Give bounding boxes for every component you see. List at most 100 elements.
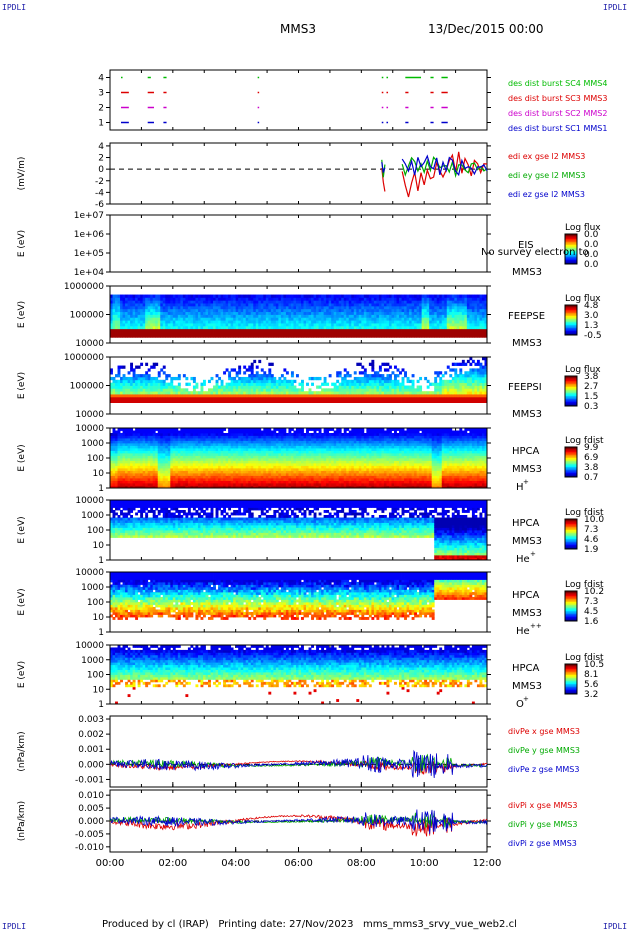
spectrogram-cell bbox=[346, 399, 350, 403]
spectrogram-cell bbox=[419, 308, 423, 313]
spectrogram-cell bbox=[142, 475, 146, 479]
spectrogram-cell bbox=[459, 388, 463, 392]
spectrogram-cell bbox=[263, 297, 267, 301]
spectrogram-cell bbox=[110, 445, 113, 449]
spectrogram-cell bbox=[120, 433, 123, 436]
spectrogram-cell bbox=[115, 430, 118, 434]
spectrogram-cell bbox=[235, 297, 239, 301]
spectrogram-cell bbox=[293, 325, 297, 330]
spectrogram-cell bbox=[125, 470, 128, 474]
spectrogram-cell bbox=[250, 382, 254, 386]
spectrogram-cell bbox=[135, 455, 139, 459]
spectrogram-cell bbox=[162, 334, 166, 338]
spectrogram-cell bbox=[190, 445, 194, 449]
spectrogram-cell bbox=[421, 331, 425, 335]
spectrogram-cell bbox=[228, 394, 232, 398]
spectrogram-cell bbox=[484, 385, 488, 389]
spectrogram-cell bbox=[366, 388, 370, 392]
spectrogram-cell bbox=[446, 314, 450, 318]
spectrogram-cell bbox=[404, 331, 407, 335]
spectrogram-cell bbox=[434, 328, 438, 332]
spectrogram-cell bbox=[208, 448, 211, 451]
spectrogram-cell bbox=[112, 303, 116, 307]
y-tick-label: 100000 bbox=[70, 382, 105, 392]
spectrogram-cell bbox=[115, 385, 118, 389]
spectrogram-cell bbox=[208, 305, 211, 310]
spectrogram-cell bbox=[313, 294, 317, 298]
spectrogram-cell bbox=[308, 320, 312, 324]
spectrogram-cell bbox=[476, 391, 480, 395]
spectrogram-cell bbox=[368, 311, 372, 315]
spectrogram-cell bbox=[125, 463, 128, 466]
spectrogram-cell bbox=[197, 443, 201, 446]
spectrogram-cell bbox=[341, 385, 345, 389]
spectrogram-cell bbox=[258, 382, 262, 386]
colorbar-cell bbox=[565, 395, 577, 398]
spectrogram-cell bbox=[275, 305, 279, 310]
spectrogram-cell bbox=[137, 303, 141, 307]
spectrogram-cell bbox=[391, 300, 395, 304]
spectrogram-cell bbox=[172, 440, 176, 444]
corner-label-bottom-right: IPDLI bbox=[603, 922, 628, 931]
spectrogram-cell bbox=[283, 303, 287, 307]
spectrogram-cell bbox=[175, 460, 179, 464]
spectrogram-cell bbox=[441, 399, 445, 403]
spectrogram-cell bbox=[265, 325, 269, 330]
spectrogram-cell bbox=[466, 317, 470, 321]
spectrogram-cell bbox=[306, 396, 309, 401]
spectrogram-cell bbox=[218, 399, 221, 403]
spectrogram-cell bbox=[122, 450, 126, 454]
spectrogram-cell bbox=[464, 300, 468, 304]
spectrogram-cell bbox=[436, 328, 440, 332]
spectrogram-cell bbox=[283, 391, 287, 395]
spectrogram-cell bbox=[223, 320, 227, 324]
spectrogram-cell bbox=[177, 323, 181, 327]
spectrogram-cell bbox=[228, 388, 232, 392]
spectrogram-cell bbox=[175, 394, 179, 398]
spectrogram-cell bbox=[411, 334, 415, 338]
colorbar-cell bbox=[565, 243, 577, 245]
spectrogram-cell bbox=[404, 303, 407, 307]
spectrogram-cell bbox=[444, 325, 448, 330]
spectrogram-cell bbox=[464, 379, 468, 384]
spectrogram-cell bbox=[208, 455, 211, 459]
spectrogram-cell bbox=[197, 440, 201, 444]
spectrogram-cell bbox=[301, 399, 304, 403]
spectrogram-cell bbox=[228, 305, 232, 310]
spectrogram-cell bbox=[283, 297, 287, 301]
spectrogram-cell bbox=[162, 365, 166, 369]
spectrogram-cell bbox=[112, 445, 116, 449]
spectrogram-cell bbox=[449, 399, 453, 403]
spectrogram-cell bbox=[343, 294, 347, 298]
spectrogram-cell bbox=[456, 317, 460, 321]
spectrogram-cell bbox=[187, 334, 191, 338]
spectrogram-cell bbox=[235, 371, 239, 375]
spectrogram-cell bbox=[122, 438, 126, 441]
spectrogram-cell bbox=[255, 331, 259, 335]
spectrogram-cell bbox=[323, 297, 327, 301]
spectrogram-cell bbox=[145, 396, 149, 401]
spectrogram-cell bbox=[172, 458, 176, 461]
spectrogram-cell bbox=[426, 328, 430, 332]
spectrogram-cell bbox=[371, 317, 375, 321]
spectrogram-cell bbox=[240, 305, 244, 310]
spectrogram-cell bbox=[130, 300, 134, 304]
spectrogram-cell bbox=[270, 388, 274, 392]
spectrogram-cell bbox=[326, 320, 330, 324]
spectrogram-cell bbox=[130, 323, 134, 327]
spectrogram-cell bbox=[182, 323, 186, 327]
spectrogram-cell bbox=[243, 297, 247, 301]
spectrogram-cell bbox=[399, 320, 402, 324]
spectrogram-cell bbox=[275, 328, 279, 332]
spectrogram-cell bbox=[311, 325, 314, 330]
spectrogram-cell bbox=[175, 450, 179, 454]
spectrogram-cell bbox=[469, 328, 473, 332]
spectrogram-cell bbox=[358, 303, 362, 307]
spectrogram-cell bbox=[172, 305, 176, 310]
spectrogram-cell bbox=[331, 303, 335, 307]
spectrogram-cell bbox=[351, 323, 355, 327]
spectrogram-cell bbox=[391, 317, 395, 321]
spectrogram-cell bbox=[280, 311, 284, 315]
spectrogram-cell bbox=[200, 303, 204, 307]
